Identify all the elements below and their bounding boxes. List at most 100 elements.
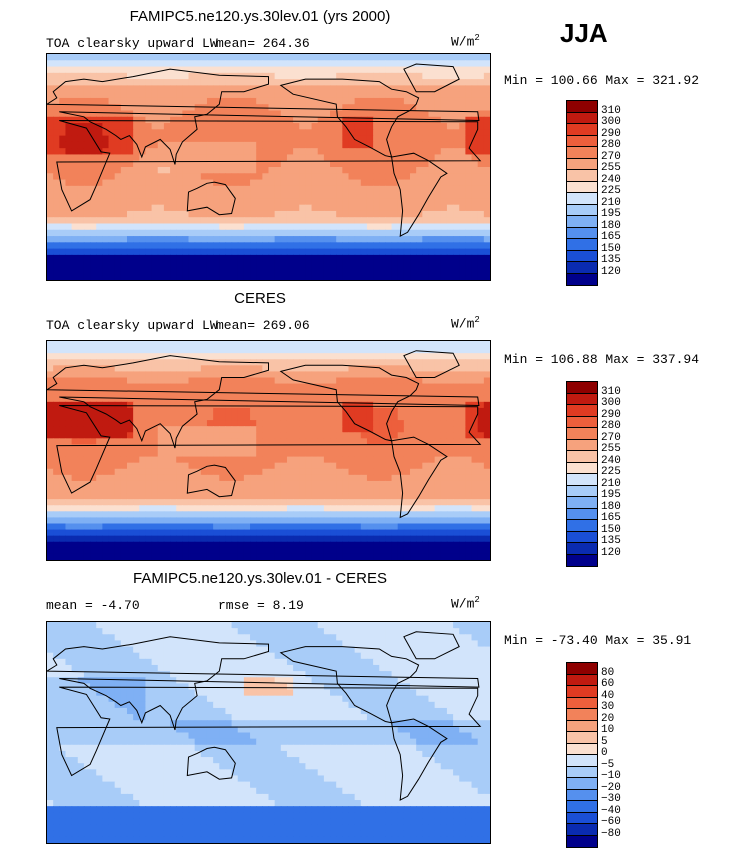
map-cell	[268, 499, 276, 506]
map-cell	[126, 104, 134, 112]
map-cell	[397, 341, 405, 348]
map-cell	[471, 517, 479, 525]
map-cell	[373, 432, 380, 439]
map-cell	[83, 185, 91, 193]
map-cell	[453, 529, 460, 537]
map-cell	[114, 72, 122, 80]
map-cell	[231, 444, 239, 452]
map-cell	[96, 261, 103, 269]
map-cell	[286, 60, 294, 68]
map-cell	[243, 236, 251, 243]
map-cell	[237, 54, 245, 61]
map-cell	[145, 198, 153, 206]
map-cell	[47, 523, 54, 531]
map-cell	[170, 154, 177, 162]
map-cell	[250, 160, 257, 168]
map-cell	[274, 229, 282, 237]
map-cell	[471, 347, 479, 354]
map-cell	[231, 529, 239, 537]
map-cell	[286, 341, 294, 348]
map-cell	[366, 371, 374, 379]
map-cell	[336, 487, 343, 494]
map-cell	[274, 148, 282, 156]
map-cell	[256, 474, 263, 482]
map-cell	[360, 261, 368, 269]
map-cell	[219, 116, 227, 124]
map-cell	[477, 242, 485, 250]
map-cell	[53, 438, 60, 446]
map-cell	[83, 487, 91, 494]
map-cell	[293, 160, 300, 168]
map-cell	[342, 148, 350, 156]
map-cell	[268, 173, 276, 181]
map-cell	[188, 468, 196, 476]
map-cell	[293, 173, 300, 181]
map-cell	[379, 438, 386, 446]
map-cell	[330, 204, 337, 212]
map-cell	[286, 104, 294, 112]
map-cell	[126, 444, 134, 452]
map-cell	[471, 210, 479, 218]
map-cell	[354, 493, 362, 500]
map-cell	[397, 154, 405, 162]
map-cell	[182, 254, 190, 262]
map-cell	[213, 204, 220, 212]
map-cell	[410, 273, 417, 280]
map-cell	[348, 505, 356, 512]
map-cell	[102, 217, 110, 225]
map-cell	[194, 468, 202, 476]
map-cell	[379, 160, 386, 168]
map-cell	[176, 480, 183, 488]
map-cell	[286, 72, 294, 80]
map-cell	[286, 535, 294, 543]
map-cell	[47, 54, 54, 61]
map-cell	[182, 85, 190, 93]
map-cell	[311, 135, 319, 143]
map-cell	[342, 54, 350, 61]
map-cell	[126, 198, 134, 206]
map-cell	[483, 438, 490, 446]
map-cell	[194, 535, 202, 543]
map-cell	[446, 359, 454, 366]
map-cell	[225, 192, 233, 199]
map-cell	[348, 389, 356, 397]
map-cell	[459, 432, 466, 439]
map-cell	[47, 273, 54, 280]
map-cell	[330, 85, 337, 93]
map-cell	[336, 347, 343, 354]
map-cell	[188, 72, 196, 80]
map-cell	[126, 505, 134, 512]
map-cell	[342, 154, 350, 162]
map-cell	[330, 192, 337, 199]
map-cell	[182, 462, 190, 470]
map-cell	[342, 160, 350, 168]
map-cell	[317, 85, 325, 93]
map-cell	[77, 529, 85, 537]
map-cell	[151, 377, 159, 385]
map-cell	[305, 493, 313, 500]
map-cell	[477, 511, 485, 519]
map-cell	[151, 160, 159, 168]
map-cell	[428, 217, 436, 225]
map-cell	[139, 341, 147, 348]
map-cell	[330, 210, 337, 218]
map-cell	[373, 371, 380, 379]
map-cell	[428, 141, 436, 149]
map-cell	[422, 54, 430, 61]
map-cell	[237, 192, 245, 199]
map-cell	[206, 110, 214, 118]
map-cell	[483, 254, 490, 262]
map-cell	[305, 148, 313, 156]
map-cell	[391, 123, 399, 130]
map-cell	[256, 236, 263, 243]
map-cell	[47, 97, 54, 105]
map-cell	[250, 438, 257, 446]
map-cell	[47, 123, 54, 130]
map-cell	[385, 389, 393, 397]
map-cell	[274, 480, 282, 488]
map-cell	[311, 353, 319, 360]
map-cell	[416, 487, 423, 494]
map-cell	[323, 129, 331, 137]
map-cell	[299, 444, 307, 452]
map-cell	[379, 91, 386, 99]
